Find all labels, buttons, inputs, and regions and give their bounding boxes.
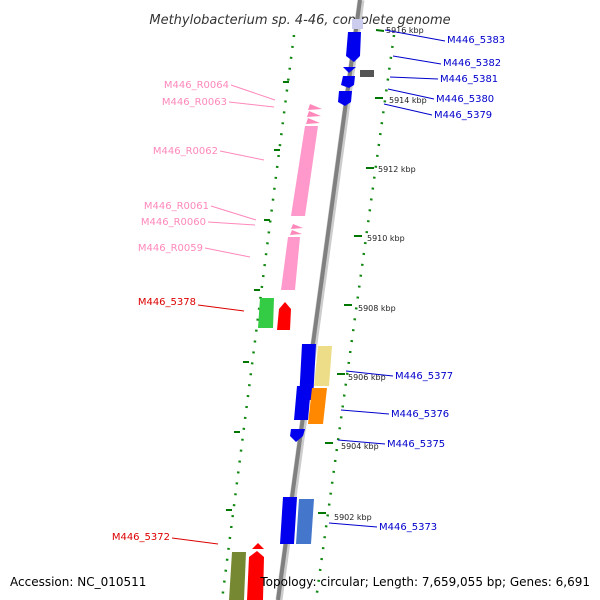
tick-label-5910: 5910 kbp — [367, 234, 405, 243]
gene-M446_5377[interactable] — [314, 346, 332, 386]
label-M446_R0060[interactable]: M446_R0060 — [141, 217, 206, 228]
tick-label-5904: 5904 kbp — [341, 442, 379, 451]
tick-label-5906: 5906 kbp — [348, 373, 386, 382]
label-M446_5378[interactable]: M446_5378 — [138, 297, 196, 308]
label-M446_5377[interactable]: M446_5377 — [395, 371, 453, 382]
topology-text: Topology: circular; Length: 7,659,055 bp… — [259, 575, 590, 589]
gene-M446_R0059[interactable] — [281, 237, 300, 290]
gene-M446_5372[interactable] — [247, 551, 264, 600]
label-M446_R0061[interactable]: M446_R0061 — [144, 201, 209, 212]
leader-line — [230, 84, 276, 101]
label-M446_5383[interactable]: M446_5383 — [447, 35, 505, 46]
left-track-dashes — [226, 81, 289, 511]
gene-M446_5382[interactable] — [343, 67, 356, 73]
label-M446_5375[interactable]: M446_5375 — [387, 439, 445, 450]
gene-gray-feature[interactable] — [360, 70, 374, 77]
label-M446_R0063[interactable]: M446_R0063 — [162, 97, 227, 108]
leader-line — [345, 370, 394, 377]
gene-M446_R0063b[interactable] — [306, 118, 320, 124]
label-M446_5372[interactable]: M446_5372 — [112, 532, 170, 543]
label-M446_5373[interactable]: M446_5373 — [379, 522, 437, 533]
gene-M446_5375[interactable] — [290, 429, 305, 442]
gene-M446_5383-top[interactable] — [352, 19, 363, 29]
leader-line — [228, 101, 275, 108]
gene-M446_R0061[interactable] — [291, 224, 303, 229]
leader-line — [383, 103, 433, 116]
accession-text: Accession: NC_010511 — [10, 575, 146, 589]
map-title: Methylobacterium sp. 4-46, complete geno… — [149, 13, 450, 28]
leader-line — [337, 439, 386, 445]
gene-M446_R0064[interactable] — [308, 104, 322, 110]
label-M446_5380[interactable]: M446_5380 — [436, 94, 494, 105]
forward-genes — [280, 19, 374, 544]
gene-M446_5373[interactable] — [296, 499, 314, 544]
gene-M446_R0063[interactable] — [307, 111, 321, 117]
label-M446_5376[interactable]: M446_5376 — [391, 409, 449, 420]
tick-mark — [375, 29, 385, 32]
leader-line — [207, 221, 256, 226]
leader-line — [197, 304, 245, 312]
leader-line — [204, 247, 251, 258]
rna-genes — [281, 104, 322, 290]
gene-M446_5378-green[interactable] — [258, 298, 274, 328]
tick-label-5914: 5914 kbp — [389, 96, 427, 105]
forward-labels: M446_5383 M446_5382 M446_5381 M446_5380 … — [328, 29, 505, 533]
gene-olive[interactable] — [229, 552, 246, 600]
rna-labels: M446_R0064 M446_R0063 M446_R0062 M446_R0… — [138, 80, 276, 258]
reverse-labels: M446_5378 M446_5372 — [112, 297, 245, 545]
tick-label-5908: 5908 kbp — [358, 304, 396, 313]
leader-line — [387, 88, 435, 100]
leader-line — [171, 537, 219, 545]
left-track-guide — [220, 34, 296, 600]
leader-line — [219, 150, 265, 161]
tick-label-5912: 5912 kbp — [378, 165, 416, 174]
gene-M446_5378[interactable] — [277, 302, 291, 330]
label-M446_5379[interactable]: M446_5379 — [434, 110, 492, 121]
gene-M446_R0060[interactable] — [290, 230, 302, 235]
position-ticks: 5916 kbp 5914 kbp 5912 kbp 5910 kbp 5908… — [318, 26, 427, 522]
gene-M446_R0062[interactable] — [291, 126, 318, 216]
label-M446_5382[interactable]: M446_5382 — [443, 58, 501, 69]
label-M446_R0059[interactable]: M446_R0059 — [138, 243, 203, 254]
leader-line — [392, 55, 442, 65]
leader-line — [389, 76, 439, 80]
tick-label-5902: 5902 kbp — [334, 513, 372, 522]
tick-label-5916: 5916 kbp — [386, 26, 424, 35]
gene-M446_5381[interactable] — [341, 76, 355, 88]
gene-M446_5380[interactable] — [338, 91, 352, 106]
gene-M446_5376[interactable] — [308, 388, 327, 424]
gene-M446_5372-tip[interactable] — [252, 543, 264, 549]
leader-line — [384, 29, 446, 42]
gene-M446_5373a[interactable] — [280, 497, 297, 544]
gene-M446_5376a[interactable] — [294, 386, 311, 420]
leader-line — [328, 522, 378, 528]
gene-M446_5383[interactable] — [346, 32, 361, 62]
reverse-genes — [229, 298, 291, 600]
label-M446_R0062[interactable]: M446_R0062 — [153, 146, 218, 157]
leader-line — [210, 205, 257, 221]
label-M446_R0064[interactable]: M446_R0064 — [164, 80, 229, 91]
leader-line — [340, 409, 390, 415]
label-M446_5381[interactable]: M446_5381 — [440, 74, 498, 85]
